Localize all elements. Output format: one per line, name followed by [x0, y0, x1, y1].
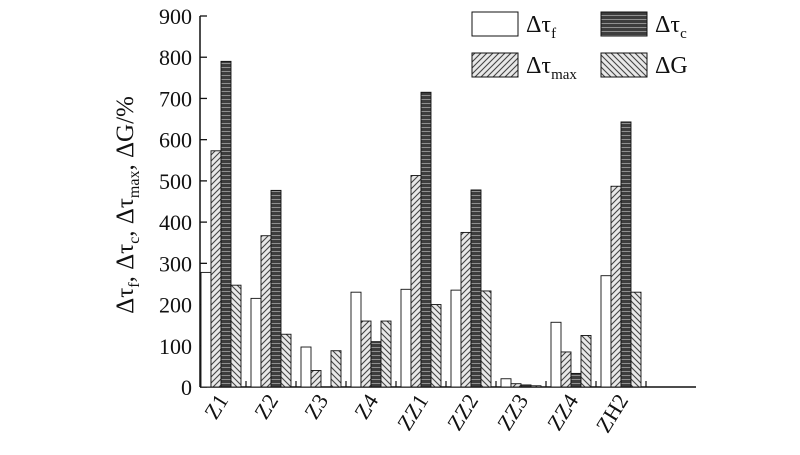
- legend-label: Δτmax: [526, 53, 577, 83]
- bar-ΔG: [580, 335, 592, 388]
- bar-Δτmax: [260, 235, 272, 388]
- bar-Δτf: [400, 288, 412, 388]
- bar-Δτmax: [310, 370, 322, 388]
- legend-label: ΔG: [655, 53, 688, 79]
- bar-Δτc: [270, 189, 282, 388]
- bar-ΔG: [480, 290, 492, 388]
- legend-swatch: [600, 52, 648, 78]
- bar-Δτf: [200, 271, 212, 388]
- y-tick-label: 300: [159, 251, 192, 276]
- bar-Δτmax: [510, 383, 522, 388]
- bar-Δτc: [470, 189, 482, 388]
- bar-Δτf: [550, 321, 562, 388]
- bar-Δτmax: [360, 320, 372, 388]
- y-tick-label: 500: [159, 169, 192, 194]
- legend: Δτf Δτc Δτmax ΔG: [471, 11, 688, 83]
- legend-label: Δτc: [655, 12, 687, 42]
- y-tick-label: 700: [159, 86, 192, 111]
- bar-Δτc: [420, 91, 432, 388]
- x-tick-label: ZZ4: [542, 389, 583, 434]
- x-tick-label: ZH2: [591, 389, 634, 436]
- bar-Δτf: [600, 275, 612, 388]
- y-axis-title: Δτf, Δτc, Δτmax, ΔG/%: [112, 96, 143, 314]
- legend-swatch: [471, 11, 519, 37]
- bars: [200, 60, 647, 388]
- bar-ΔG: [380, 320, 392, 388]
- x-tick-label: Z4: [349, 389, 383, 423]
- x-tick-label: ZZ2: [442, 389, 483, 434]
- bar-Δτc: [620, 121, 632, 388]
- y-tick-label: 200: [159, 293, 192, 318]
- legend-swatch: [600, 11, 648, 37]
- y-tick-label: 800: [159, 45, 192, 70]
- y-tick-label: 400: [159, 210, 192, 235]
- bar-Δτmax: [460, 231, 472, 388]
- bar-Δτf: [300, 346, 312, 388]
- x-tick-label: Z3: [299, 389, 333, 423]
- bar-Δτf: [350, 291, 362, 388]
- y-tick-label: 100: [159, 334, 192, 359]
- y-ticks: 0 100 200 300 400 500 600 700 800 900: [159, 4, 207, 400]
- bar-Δτc: [520, 384, 532, 388]
- x-tick-label: ZZ3: [492, 389, 533, 434]
- bar-Δτc: [570, 372, 582, 388]
- bar-ΔG: [330, 350, 342, 388]
- bar-Δτmax: [410, 175, 422, 388]
- y-tick-label: 900: [159, 4, 192, 29]
- bar-ΔG: [280, 333, 292, 388]
- bar-Δτmax: [610, 185, 622, 388]
- bar-ΔG: [630, 291, 642, 388]
- x-tick-label: Z2: [249, 389, 283, 423]
- x-tick-label: Z1: [199, 389, 233, 423]
- bar-Δτc: [220, 60, 232, 388]
- bar-Δτmax: [560, 351, 572, 388]
- bar-Δτmax: [210, 150, 222, 388]
- bar-ΔG: [230, 284, 242, 388]
- y-tick-label: 0: [181, 375, 192, 400]
- bar-Δτf: [500, 378, 512, 388]
- legend-label: Δτf: [526, 12, 556, 42]
- bar-Δτf: [450, 289, 462, 388]
- bar-ΔG: [430, 304, 442, 388]
- x-tick-labels: Z1 Z2 Z3 Z4 ZZ1 ZZ2 ZZ3 ZZ4 ZH2: [199, 389, 633, 436]
- x-tick-label: ZZ1: [392, 389, 433, 434]
- bar-ΔG: [530, 385, 542, 388]
- legend-swatch: [471, 52, 519, 78]
- y-tick-label: 600: [159, 128, 192, 153]
- bar-Δτc: [370, 341, 382, 388]
- bar-Δτf: [250, 297, 262, 388]
